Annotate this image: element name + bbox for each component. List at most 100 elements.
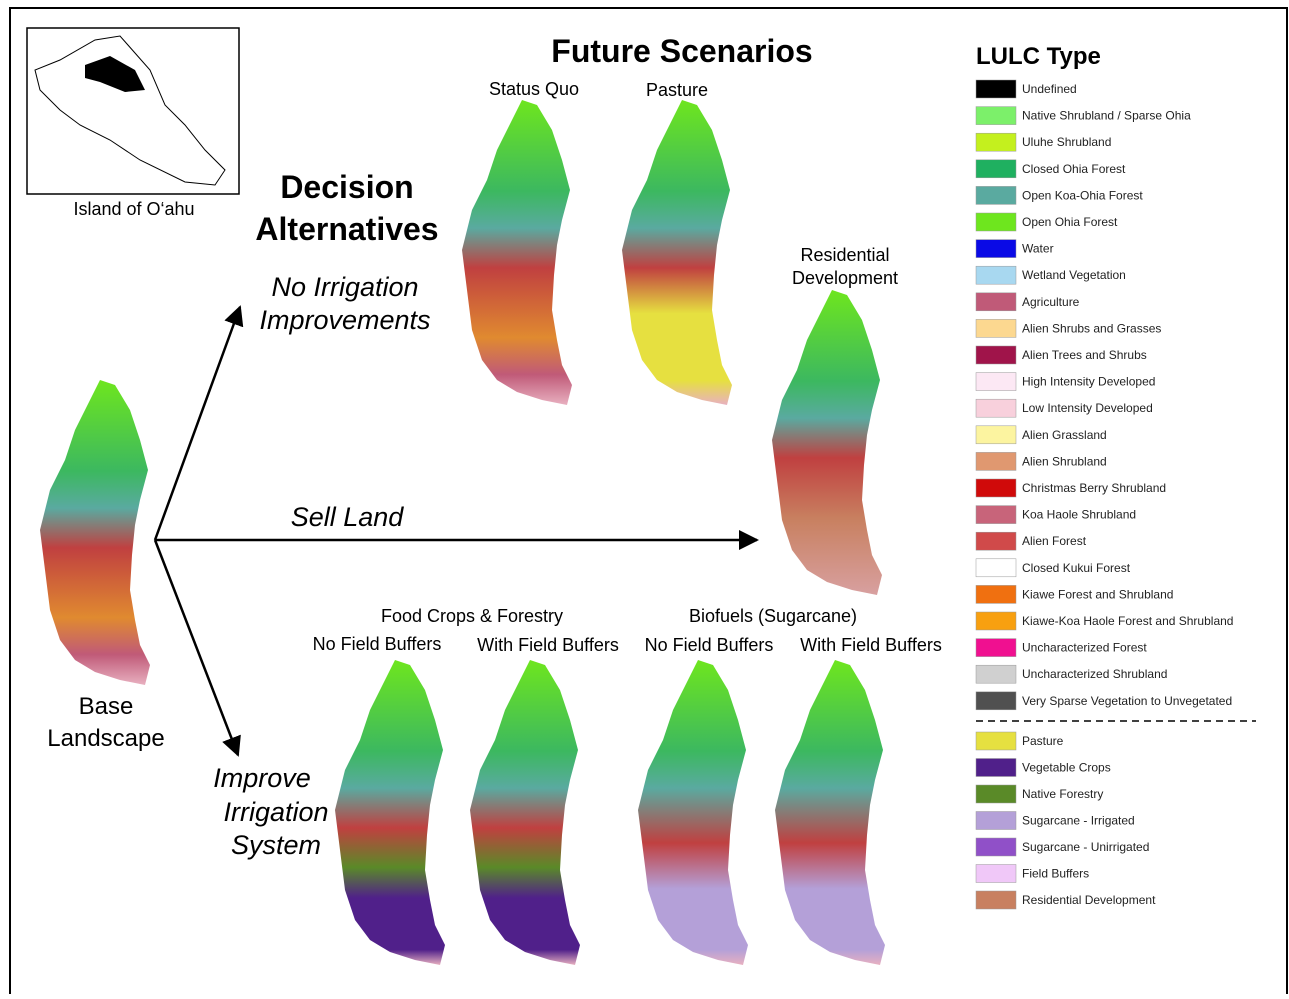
- legend-label: Native Shrubland / Sparse Ohia: [1022, 109, 1191, 123]
- scenario-label: Pasture: [646, 80, 708, 100]
- legend-swatch: [975, 345, 1017, 365]
- legend-swatch: [975, 837, 1017, 857]
- legend-swatch: [975, 864, 1017, 883]
- branch-label: System: [231, 830, 321, 860]
- scenario-label: Development: [792, 268, 898, 288]
- base-label: Landscape: [47, 725, 164, 752]
- inset-caption: Island of O‘ahu: [73, 199, 194, 219]
- legend-swatch: [975, 811, 1017, 830]
- arrow: [153, 539, 241, 757]
- legend-label: Residential Development: [1022, 893, 1156, 907]
- legend-label: Alien Grassland: [1022, 428, 1107, 442]
- legend-label: Uncharacterized Shrubland: [1022, 667, 1167, 681]
- legend-swatch: [975, 292, 1017, 312]
- legend-label: Open Koa-Ohia Forest: [1022, 188, 1143, 202]
- map-residential: [772, 290, 882, 595]
- legend-label: Christmas Berry Shrubland: [1022, 481, 1166, 495]
- legend-label: Uncharacterized Forest: [1022, 641, 1147, 655]
- island-highlight: [85, 56, 145, 92]
- map-bio-buffer: [775, 660, 885, 965]
- branch-label: Sell Land: [291, 502, 405, 532]
- legend-label: Alien Shrubland: [1022, 454, 1107, 468]
- legend-label: Alien Shrubs and Grasses: [1022, 321, 1161, 335]
- scenario-sub: With Field Buffers: [800, 635, 942, 655]
- legend-swatch: [975, 159, 1017, 179]
- scenario-sub: With Field Buffers: [477, 635, 619, 655]
- legend-swatch: [975, 691, 1017, 711]
- legend-swatch: [975, 425, 1017, 445]
- map-food-no-buffer: [335, 660, 445, 965]
- legend-label: Wetland Vegetation: [1022, 268, 1126, 282]
- legend-swatch: [975, 531, 1017, 551]
- legend-swatch: [975, 784, 1017, 804]
- map-status-quo: [462, 100, 572, 405]
- arrow: [153, 305, 244, 541]
- legend-swatch: [975, 505, 1017, 524]
- legend-swatch: [975, 79, 1017, 99]
- scenario-sub: No Field Buffers: [645, 635, 774, 655]
- legend-label: Alien Forest: [1022, 534, 1087, 548]
- legend-swatch: [975, 212, 1017, 232]
- decision-label: Alternatives: [255, 211, 438, 247]
- legend-swatch: [975, 611, 1017, 631]
- legend-swatch: [975, 664, 1017, 684]
- legend-label: Vegetable Crops: [1022, 761, 1111, 775]
- legend-swatch: [975, 132, 1017, 152]
- map-base: [40, 380, 150, 685]
- scenario-label: Biofuels (Sugarcane): [689, 606, 857, 626]
- legend-swatch: [975, 558, 1017, 578]
- scenario-label: Residential: [800, 245, 889, 265]
- legend-swatch: [975, 106, 1017, 125]
- branch-label: Improve: [213, 763, 311, 793]
- legend-label: High Intensity Developed: [1022, 375, 1155, 389]
- legend-swatch: [975, 731, 1017, 751]
- legend-label: Native Forestry: [1022, 787, 1103, 801]
- legend-swatch: [975, 265, 1017, 285]
- branch-label: Improvements: [259, 305, 430, 335]
- legend-label: Kiawe-Koa Haole Forest and Shrubland: [1022, 614, 1233, 628]
- legend-label: Very Sparse Vegetation to Unvegetated: [1022, 694, 1232, 708]
- legend-label: Water: [1022, 242, 1054, 256]
- legend-swatch: [975, 638, 1017, 657]
- legend-label: Koa Haole Shrubland: [1022, 508, 1136, 522]
- legend-label: Pasture: [1022, 734, 1064, 748]
- inset-frame: [26, 27, 240, 195]
- decision-label: Decision: [280, 169, 413, 205]
- legend: Undefined Native Shrubland / Sparse Ohia U…: [975, 79, 1233, 910]
- base-label: Base: [79, 693, 134, 720]
- legend-label: Closed Ohia Forest: [1022, 162, 1126, 176]
- legend-swatch: [975, 758, 1017, 777]
- legend-swatch: [975, 186, 1017, 205]
- branch-label: No Irrigation: [271, 272, 418, 302]
- frame: [9, 7, 1288, 994]
- scenario-label: Status Quo: [489, 79, 579, 99]
- map-bio-no-buffer: [638, 660, 748, 965]
- legend-label: Sugarcane - Irrigated: [1022, 814, 1135, 828]
- scenario-sub: No Field Buffers: [313, 634, 442, 654]
- legend-label: Open Ohia Forest: [1022, 215, 1118, 229]
- map-food-buffer: [470, 660, 580, 965]
- legend-swatch: [975, 890, 1017, 910]
- legend-title: LULC Type: [976, 43, 1101, 70]
- legend-swatch: [975, 372, 1017, 391]
- legend-label: Undefined: [1022, 82, 1077, 96]
- legend-swatch: [975, 478, 1017, 498]
- legend-swatch: [975, 452, 1017, 471]
- legend-label: Agriculture: [1022, 295, 1080, 309]
- legend-swatch: [975, 319, 1017, 338]
- legend-label: Uluhe Shrubland: [1022, 135, 1111, 149]
- legend-label: Low Intensity Developed: [1022, 401, 1153, 415]
- legend-label: Closed Kukui Forest: [1022, 561, 1131, 575]
- legend-swatch: [975, 398, 1017, 418]
- legend-label: Field Buffers: [1022, 867, 1089, 881]
- legend-swatch: [975, 239, 1017, 258]
- title: Future Scenarios: [551, 33, 812, 69]
- legend-swatch: [975, 585, 1017, 604]
- legend-label: Sugarcane - Unirrigated: [1022, 840, 1149, 854]
- map-pasture: [622, 100, 732, 405]
- legend-label: Kiawe Forest and Shrubland: [1022, 587, 1173, 601]
- legend-label: Alien Trees and Shrubs: [1022, 348, 1147, 362]
- branch-label: Irrigation: [223, 797, 328, 827]
- scenario-label: Food Crops & Forestry: [381, 606, 563, 626]
